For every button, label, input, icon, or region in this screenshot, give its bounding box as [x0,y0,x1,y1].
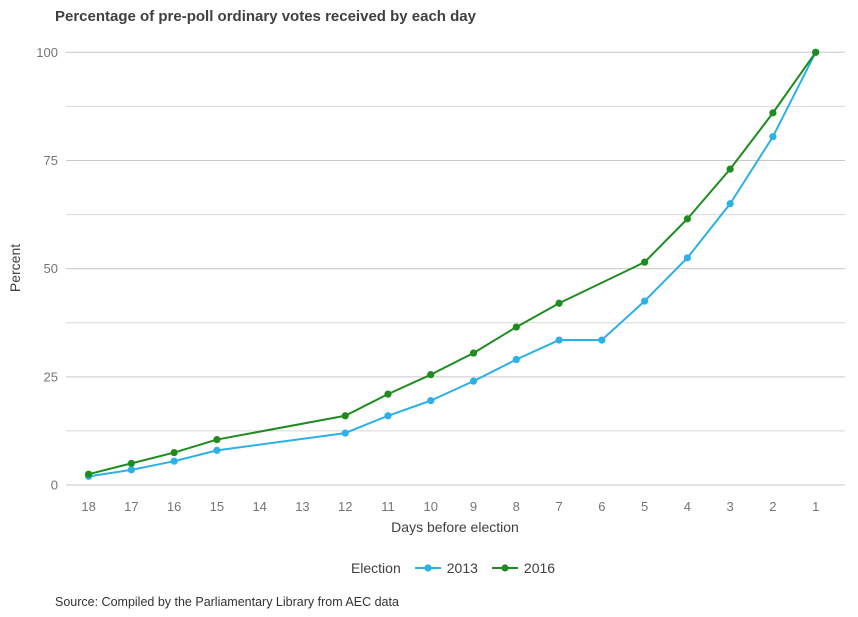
data-series [85,48,820,480]
x-tick-label: 18 [81,499,95,514]
x-tick-label: 3 [727,499,734,514]
marker-2013-day-10 [427,397,435,405]
marker-2013-day-4 [683,254,691,262]
marker-2013-day-12 [341,429,349,437]
marker-2013-day-16 [170,457,178,465]
x-tick-label: 5 [641,499,648,514]
marker-2016-day-15 [213,435,221,444]
marker-2013-day-17 [127,466,135,474]
marker-2016-day-5 [641,258,649,266]
marker-2016-day-8 [512,323,520,331]
marker-2016-day-1 [812,48,820,56]
marker-2016-day-17 [127,459,135,467]
marker-2016-day-12 [341,412,349,420]
x-tick-label: 14 [252,499,266,514]
legend-swatch-2016-icon [491,564,518,572]
marker-2013-day-5 [641,297,649,305]
marker-2016-day-9 [469,349,478,357]
legend: Election 2013 2016 [0,560,858,576]
x-tick-label: 16 [167,499,181,514]
x-tick-label: 8 [513,499,520,514]
y-tick-label: 25 [44,369,58,384]
legend-items: 2013 2016 [414,560,556,576]
y-tick-label: 0 [51,478,58,493]
series-2016 [85,48,820,478]
x-axis-title: Days before election [391,519,519,535]
legend-label-2016: 2016 [523,560,556,576]
marker-2016-day-11 [384,390,392,398]
marker-2013-day-9 [469,377,478,385]
x-tick-label: 12 [338,499,352,514]
y-axis-title: Percent [7,244,23,292]
marker-2016-day-16 [170,448,178,457]
marker-2016-day-3 [726,165,734,173]
line-chart: 0 25 50 75 100 18 17 16 15 14 13 12 11 10 9 8 7 6 5 4 3 2 1 P… [7,45,845,535]
marker-2016-day-2 [769,109,777,117]
series-2013 [85,48,820,480]
marker-2013-day-2 [769,133,777,141]
x-tick-label: 7 [555,499,562,514]
marker-2013-day-15 [213,446,221,454]
x-tick-label: 1 [812,499,819,514]
source-note: Source: Compiled by the Parliamentary Li… [55,595,399,609]
marker-2016-day-10 [427,371,435,379]
x-tick-label: 11 [381,499,395,514]
x-tick-label: 17 [124,499,138,514]
chart-title: Percentage of pre-poll ordinary votes re… [55,8,476,25]
marker-2013-day-8 [512,355,520,364]
legend-label-2013: 2013 [446,560,478,576]
marker-2016-day-18 [85,470,93,478]
x-tick-label: 4 [684,499,691,514]
x-tick-label: 6 [598,499,605,514]
marker-2013-day-11 [384,412,392,420]
marker-2013-day-3 [726,200,734,208]
y-axis-tick-labels: 0 25 50 75 100 [36,45,58,493]
gridlines [66,51,845,486]
marker-2013-day-7 [555,336,563,344]
x-tick-label: 2 [769,499,776,514]
x-tick-label: 10 [424,499,438,514]
marker-2013-day-6 [598,336,606,344]
y-tick-label: 75 [44,153,58,168]
x-tick-label: 9 [470,499,477,514]
x-axis-tick-labels: 18 17 16 15 14 13 12 11 10 9 8 7 6 5 4 3 2 1 [81,499,819,514]
legend-item-2013: 2013 [414,560,478,576]
y-tick-label: 100 [36,45,58,60]
legend-item-2016: 2016 [491,560,556,576]
x-tick-label: 15 [210,499,224,514]
marker-2016-day-4 [683,215,691,223]
y-tick-label: 50 [44,261,58,276]
marker-2016-day-7 [555,299,563,307]
x-tick-label: 13 [295,499,309,514]
legend-swatch-2013-icon [414,564,441,572]
legend-title: Election [350,560,401,576]
